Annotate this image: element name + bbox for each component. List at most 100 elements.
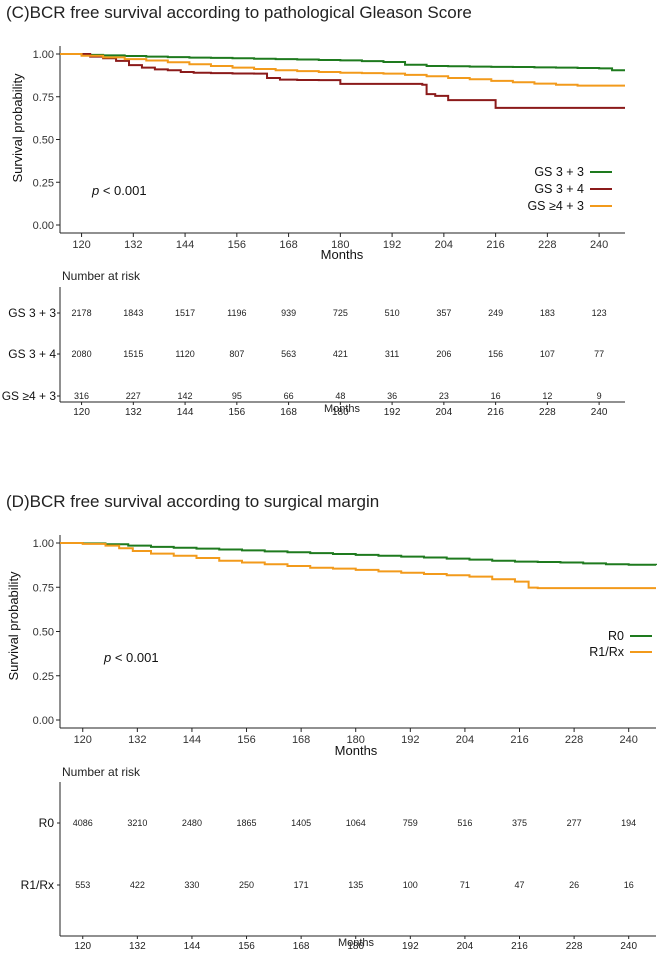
risk-cell: 4086 bbox=[73, 818, 93, 828]
risk-cell: 1196 bbox=[227, 308, 246, 318]
risk-cell: 23 bbox=[439, 391, 449, 401]
risk-cell: 277 bbox=[567, 818, 582, 828]
risk-x-tick-label: 204 bbox=[436, 407, 453, 418]
x-tick-label: 156 bbox=[237, 734, 255, 746]
series-line-gs-3-4 bbox=[60, 53, 625, 109]
risk-x-tick-label: 180 bbox=[347, 941, 364, 952]
y-tick-label: 0.25 bbox=[33, 177, 54, 189]
panel-d-risk-table: R0 4086 3210 2480 1865 1405 1064 759 516 375 277 19… bbox=[21, 782, 656, 952]
x-tick-label: 204 bbox=[456, 734, 474, 746]
risk-x-tick-label: 180 bbox=[332, 407, 349, 418]
panel-c-risk-table: GS 3 + 3 2178 1843 1517 1196 939 725 510 357 249 1… bbox=[2, 287, 625, 418]
series-line-gs-4-3 bbox=[60, 53, 625, 87]
risk-x-tick-label: 144 bbox=[177, 407, 194, 418]
y-tick-label: 1.00 bbox=[33, 538, 54, 550]
risk-x-tick-label: 216 bbox=[487, 407, 504, 418]
panel-d: (D)BCR free survival according to surgic… bbox=[6, 492, 657, 952]
panel-c-xlabel: Months bbox=[321, 247, 364, 262]
risk-cell: 123 bbox=[592, 308, 607, 318]
risk-cell: 36 bbox=[387, 391, 397, 401]
risk-cell: 47 bbox=[515, 880, 525, 890]
risk-cell: 807 bbox=[229, 349, 244, 359]
risk-cell: 71 bbox=[460, 880, 470, 890]
x-tick-label: 144 bbox=[176, 239, 194, 251]
x-tick-label: 240 bbox=[620, 734, 638, 746]
x-tick-label: 240 bbox=[590, 239, 608, 251]
risk-cell: 206 bbox=[436, 349, 451, 359]
risk-x-tick-label: 168 bbox=[280, 407, 297, 418]
x-tick-label: 216 bbox=[486, 239, 504, 251]
panel-d-risk-title: Number at risk bbox=[62, 765, 141, 779]
legend-label: R0 bbox=[608, 629, 624, 643]
legend-label: GS 3 + 3 bbox=[534, 165, 584, 179]
risk-cell: 1865 bbox=[237, 818, 257, 828]
series-line-r0 bbox=[60, 542, 657, 566]
risk-x-tick-label: 192 bbox=[384, 407, 401, 418]
risk-row-label: R1/Rx bbox=[21, 878, 54, 892]
risk-cell: 48 bbox=[335, 391, 345, 401]
series-line-gs-3-3 bbox=[60, 53, 625, 72]
risk-cell: 16 bbox=[624, 880, 634, 890]
x-tick-label: 120 bbox=[72, 239, 90, 251]
risk-cell: 135 bbox=[348, 880, 363, 890]
risk-x-tick-label: 144 bbox=[184, 941, 201, 952]
risk-x-tick-label: 168 bbox=[293, 941, 310, 952]
risk-cell: 2178 bbox=[72, 308, 92, 318]
risk-x-tick-label: 120 bbox=[74, 941, 91, 952]
risk-x-tick-label: 204 bbox=[457, 941, 474, 952]
risk-cell: 330 bbox=[184, 880, 199, 890]
panel-d-xlabel: Months bbox=[335, 743, 378, 758]
risk-row-label: GS 3 + 3 bbox=[8, 306, 56, 320]
x-tick-label: 168 bbox=[279, 239, 297, 251]
x-tick-label: 168 bbox=[292, 734, 310, 746]
risk-cell: 759 bbox=[403, 818, 418, 828]
panel-d-plot: 0.00 0.25 0.50 0.75 1.00 120 132 144 156 168 180 19… bbox=[33, 535, 657, 746]
risk-x-tick-label: 120 bbox=[73, 407, 90, 418]
risk-x-tick-label: 192 bbox=[402, 941, 419, 952]
y-tick-label: 0.00 bbox=[33, 220, 54, 232]
risk-cell: 375 bbox=[512, 818, 527, 828]
risk-cell: 421 bbox=[333, 349, 348, 359]
risk-cell: 95 bbox=[232, 391, 242, 401]
legend-label: R1/Rx bbox=[589, 645, 624, 659]
risk-x-tick-label: 240 bbox=[591, 407, 608, 418]
x-tick-label: 144 bbox=[183, 734, 201, 746]
risk-cell: 316 bbox=[74, 391, 89, 401]
risk-row-label: GS 3 + 4 bbox=[8, 347, 56, 361]
risk-x-tick-label: 240 bbox=[620, 941, 637, 952]
legend-label: GS ≥4 + 3 bbox=[527, 199, 584, 213]
risk-cell: 227 bbox=[126, 391, 141, 401]
risk-x-tick-label: 156 bbox=[228, 407, 245, 418]
panel-d-title: (D)BCR free survival according to surgic… bbox=[6, 492, 379, 511]
risk-cell: 2080 bbox=[72, 349, 92, 359]
y-tick-label: 0.75 bbox=[33, 582, 54, 594]
risk-x-tick-label: 132 bbox=[125, 407, 142, 418]
risk-cell: 77 bbox=[594, 349, 604, 359]
risk-cell: 553 bbox=[75, 880, 90, 890]
x-tick-label: 180 bbox=[347, 734, 365, 746]
risk-cell: 249 bbox=[488, 308, 503, 318]
x-tick-label: 192 bbox=[383, 239, 401, 251]
risk-cell: 3210 bbox=[127, 818, 147, 828]
risk-cell: 516 bbox=[457, 818, 472, 828]
risk-cell: 939 bbox=[281, 308, 296, 318]
x-tick-label: 120 bbox=[74, 734, 92, 746]
panel-c-ylabel: Survival probability bbox=[10, 73, 25, 183]
x-tick-label: 132 bbox=[124, 239, 142, 251]
y-tick-label: 0.50 bbox=[33, 135, 54, 147]
y-tick-label: 0.50 bbox=[33, 627, 54, 639]
risk-cell: 422 bbox=[130, 880, 145, 890]
y-tick-label: 0.25 bbox=[33, 671, 54, 683]
risk-cell: 194 bbox=[621, 818, 636, 828]
x-tick-label: 204 bbox=[435, 239, 453, 251]
x-tick-label: 228 bbox=[565, 734, 583, 746]
x-tick-label: 192 bbox=[401, 734, 419, 746]
risk-x-tick-label: 228 bbox=[566, 941, 583, 952]
x-tick-label: 132 bbox=[128, 734, 146, 746]
risk-cell: 12 bbox=[542, 391, 552, 401]
risk-row-label: GS ≥4 + 3 bbox=[2, 389, 57, 403]
risk-cell: 156 bbox=[488, 349, 503, 359]
risk-x-tick-label: 132 bbox=[129, 941, 146, 952]
panel-c-pvalue: p < 0.001 bbox=[91, 183, 147, 198]
